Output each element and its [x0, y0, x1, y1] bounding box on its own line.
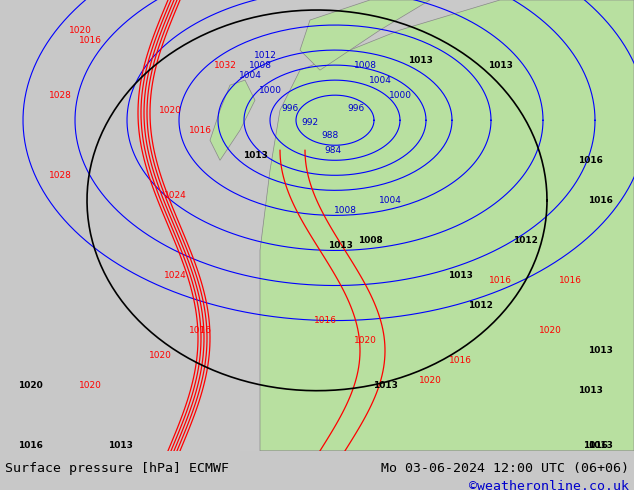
Text: 1024: 1024	[164, 271, 186, 280]
Text: 1016: 1016	[188, 126, 212, 135]
Text: 1000: 1000	[259, 86, 281, 95]
Text: 1016: 1016	[18, 441, 42, 450]
Text: 1013: 1013	[488, 61, 512, 70]
Text: 1013: 1013	[108, 441, 133, 450]
Text: 1008: 1008	[358, 236, 382, 245]
Text: 1012: 1012	[254, 50, 276, 60]
Polygon shape	[260, 0, 634, 451]
Text: 1008: 1008	[354, 61, 377, 70]
Text: 1016: 1016	[578, 156, 602, 165]
Text: 1013: 1013	[448, 271, 472, 280]
Text: 1016: 1016	[583, 441, 607, 450]
Text: 1016: 1016	[559, 276, 581, 285]
Text: 1020: 1020	[354, 336, 377, 345]
Text: 1004: 1004	[238, 71, 261, 80]
Text: 1008: 1008	[249, 61, 271, 70]
Text: 988: 988	[321, 131, 339, 140]
Text: 1004: 1004	[378, 196, 401, 205]
Text: 1020: 1020	[158, 106, 181, 115]
Text: 984: 984	[325, 146, 342, 155]
Text: ©weatheronline.co.uk: ©weatheronline.co.uk	[469, 480, 629, 490]
Text: 1012: 1012	[467, 301, 493, 310]
Text: 1016: 1016	[313, 316, 337, 325]
Text: 1000: 1000	[389, 91, 411, 99]
Text: 996: 996	[347, 104, 365, 113]
Text: 1020: 1020	[538, 326, 562, 335]
Text: 1013: 1013	[578, 386, 602, 395]
Text: 1020: 1020	[68, 25, 91, 35]
Text: 1008: 1008	[333, 206, 356, 215]
Text: 1012: 1012	[512, 236, 538, 245]
Text: 1020: 1020	[148, 351, 171, 360]
Text: 1013: 1013	[373, 381, 398, 390]
Text: 1028: 1028	[49, 171, 72, 180]
Text: 1028: 1028	[49, 91, 72, 99]
Text: 1016: 1016	[448, 356, 472, 365]
Text: 996: 996	[281, 104, 299, 113]
Text: 1013: 1013	[588, 441, 612, 450]
Text: 1013: 1013	[408, 55, 432, 65]
Text: 1013: 1013	[328, 241, 353, 250]
Polygon shape	[300, 0, 430, 70]
Text: Surface pressure [hPa] ECMWF: Surface pressure [hPa] ECMWF	[5, 462, 229, 475]
Text: 1004: 1004	[368, 75, 391, 85]
Text: 1020: 1020	[79, 381, 101, 390]
Text: 1016: 1016	[588, 196, 612, 205]
Polygon shape	[210, 80, 255, 160]
Bar	[0, 0, 240, 451]
Text: Mo 03-06-2024 12:00 UTC (06+06): Mo 03-06-2024 12:00 UTC (06+06)	[381, 462, 629, 475]
Text: 1016: 1016	[489, 276, 512, 285]
Text: 1013: 1013	[243, 151, 268, 160]
Text: 1013: 1013	[588, 346, 612, 355]
Text: 1032: 1032	[214, 61, 236, 70]
Text: 1020: 1020	[418, 376, 441, 385]
Text: 1016: 1016	[188, 326, 212, 335]
Text: 1024: 1024	[164, 191, 186, 200]
Text: 1020: 1020	[18, 381, 42, 390]
Text: 1016: 1016	[79, 36, 101, 45]
Text: 992: 992	[301, 118, 318, 127]
